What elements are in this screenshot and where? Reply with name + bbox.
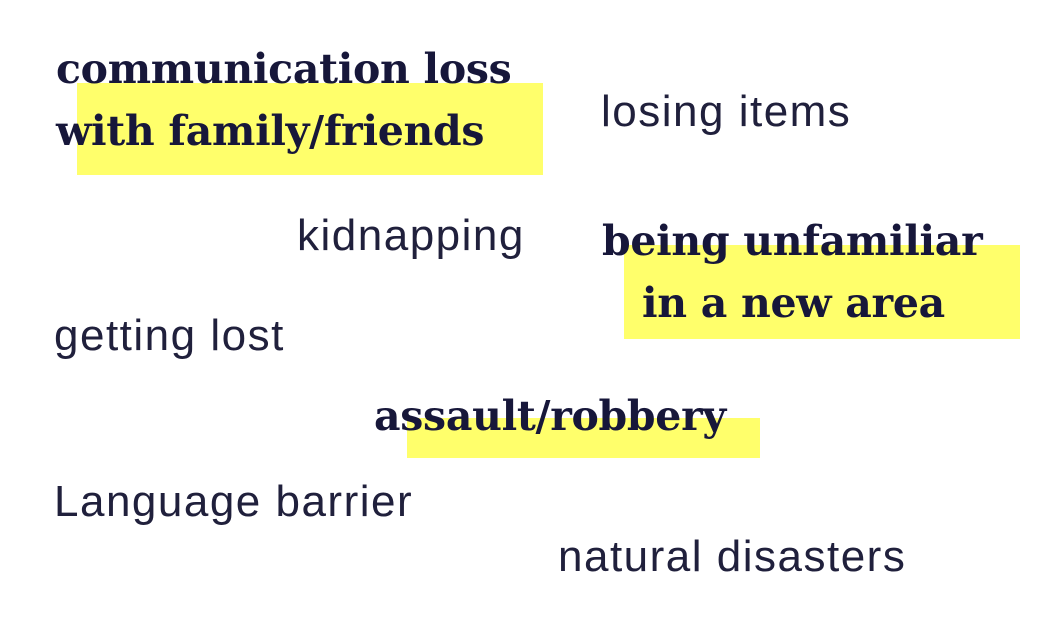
term-communication-loss: communication loss with family/friends — [56, 38, 512, 162]
term-natural-disasters: natural disasters — [558, 532, 907, 581]
term-kidnapping: kidnapping — [297, 211, 525, 260]
term-being-unfamiliar: being unfamiliar in a new area — [602, 210, 983, 334]
term-being-unfamiliar-line2: in a new area — [642, 279, 945, 327]
term-assault-robbery: assault/robbery — [374, 385, 726, 447]
term-assault-robbery-text: assault/robbery — [374, 392, 726, 440]
term-communication-loss-line1: communication loss — [56, 45, 512, 93]
highlight-being-unfamiliar — [624, 245, 1020, 339]
highlight-communication-loss — [77, 83, 543, 175]
term-getting-lost: getting lost — [54, 311, 285, 360]
term-losing-items: losing items — [601, 87, 852, 136]
highlight-assault-robbery — [407, 418, 760, 458]
term-language-barrier: Language barrier — [54, 477, 414, 526]
term-communication-loss-line2: with family/friends — [56, 107, 485, 155]
term-being-unfamiliar-line1: being unfamiliar — [602, 217, 983, 265]
